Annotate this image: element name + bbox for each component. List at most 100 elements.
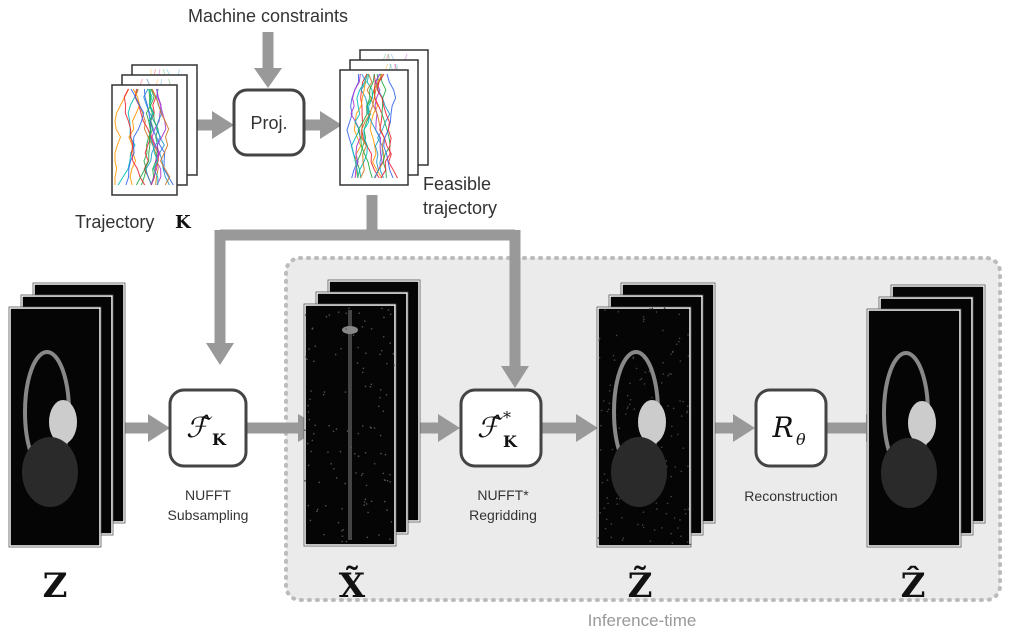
noise <box>383 316 385 319</box>
noise <box>357 346 359 349</box>
noise <box>667 374 670 377</box>
noise <box>642 320 645 323</box>
block-sub: K <box>503 432 518 451</box>
noise <box>389 313 392 316</box>
noise <box>643 318 645 321</box>
noise <box>660 446 663 449</box>
noise <box>382 335 385 338</box>
noise <box>649 307 651 310</box>
noise <box>313 360 315 363</box>
noise <box>598 356 601 359</box>
noise <box>364 451 367 454</box>
noise <box>662 329 664 332</box>
noise <box>345 540 348 543</box>
noise <box>671 425 673 428</box>
noise <box>357 432 360 435</box>
trajectory-symbol: K <box>175 212 192 233</box>
trajectory-line <box>358 73 374 179</box>
kspace-line <box>348 310 352 540</box>
noise <box>604 309 606 312</box>
noise <box>670 435 673 437</box>
noise <box>365 503 368 505</box>
noise <box>678 337 681 340</box>
noise <box>662 361 664 364</box>
noise <box>627 406 629 408</box>
noise <box>386 479 389 482</box>
anatomy <box>22 437 78 507</box>
noise <box>682 447 685 450</box>
noise <box>597 537 600 539</box>
block-caption: NUFFT <box>185 487 231 503</box>
noise <box>632 356 635 358</box>
heart <box>908 401 936 445</box>
feasible-label: trajectory <box>423 198 497 218</box>
noise <box>608 402 611 405</box>
noise <box>311 327 314 329</box>
noise <box>611 448 614 451</box>
block-sub: θ <box>796 430 806 449</box>
noise <box>670 475 672 478</box>
noise <box>600 424 602 427</box>
noise <box>373 462 376 465</box>
noise <box>335 428 338 430</box>
noise <box>348 307 350 310</box>
noise <box>316 510 318 513</box>
noise <box>678 313 681 316</box>
noise <box>380 349 383 352</box>
noise <box>392 352 395 355</box>
noise <box>670 373 672 375</box>
noise <box>606 410 609 413</box>
noise <box>345 328 348 330</box>
block-caption: Subsampling <box>168 507 249 523</box>
noise <box>384 453 387 456</box>
trajectory-line <box>151 88 171 186</box>
noise <box>621 539 624 541</box>
noise <box>616 497 618 500</box>
noise <box>370 383 373 386</box>
noise <box>364 320 366 322</box>
noise <box>334 353 337 356</box>
noise <box>378 534 380 536</box>
anatomy <box>881 438 937 508</box>
noise <box>599 511 602 514</box>
block-box <box>168 388 248 468</box>
noise <box>665 512 668 515</box>
trajectory-line <box>357 73 375 179</box>
trajectory-line <box>150 88 167 186</box>
noise <box>668 373 671 375</box>
image-label: Z̃ <box>628 566 653 606</box>
noise <box>615 334 618 337</box>
noise <box>370 500 373 503</box>
block-sup: * <box>503 408 511 427</box>
noise <box>601 481 604 484</box>
noise <box>307 404 309 407</box>
noise <box>382 472 385 475</box>
noise <box>361 326 364 328</box>
noise <box>379 396 381 399</box>
noise <box>679 400 681 402</box>
noise <box>679 519 681 521</box>
noise <box>604 527 607 530</box>
noise <box>365 352 367 355</box>
noise <box>393 364 396 367</box>
noise <box>642 526 645 529</box>
noise <box>675 343 678 346</box>
image-label: X̃ <box>339 566 366 606</box>
noise <box>389 473 391 476</box>
noise <box>318 481 321 484</box>
noise <box>671 542 674 545</box>
noise <box>311 439 314 442</box>
noise <box>310 390 312 392</box>
noise <box>356 362 359 364</box>
noise <box>653 529 656 531</box>
noise <box>355 472 357 474</box>
noise <box>380 452 382 455</box>
noise <box>626 407 629 410</box>
noise <box>677 527 679 529</box>
trajectory-line <box>376 73 392 179</box>
noise <box>643 383 646 385</box>
noise <box>635 367 638 370</box>
noise <box>307 411 310 413</box>
noise <box>644 371 647 374</box>
noise <box>640 378 643 380</box>
